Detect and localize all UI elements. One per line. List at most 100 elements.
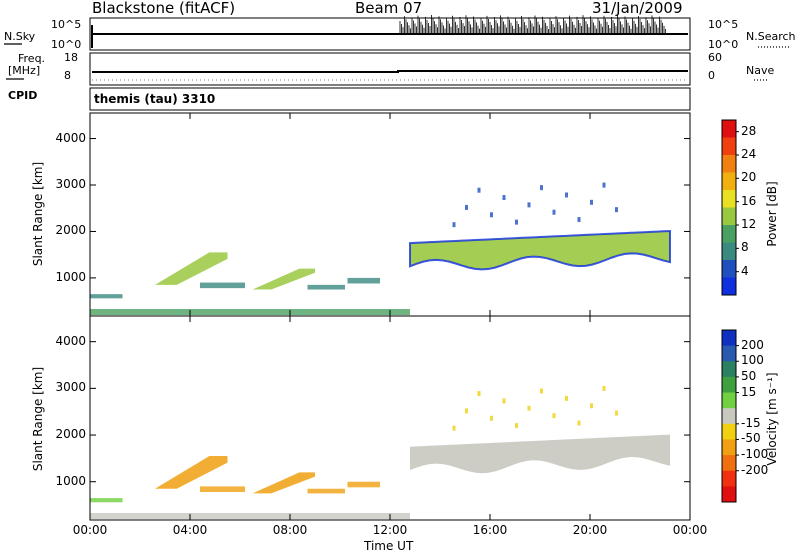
vel-colorbar-frame: [721, 329, 737, 503]
nsky-tick-top: 10^5: [51, 18, 82, 31]
vel-sparse-0: [452, 425, 456, 431]
freq-panel-frame: [89, 52, 691, 86]
vel-streak-1: [155, 456, 228, 489]
vel-colorbar-seg-1: [722, 345, 736, 362]
power-colorbar-label-5: 24: [741, 147, 757, 161]
vel-ytick-label-3: 4000: [55, 333, 86, 348]
power-sparse-13: [615, 207, 618, 213]
vel-band-main: [410, 434, 670, 474]
vel-sparse-2: [477, 391, 481, 397]
vel-colorbar-seg-10: [722, 486, 736, 503]
power-band-edge: [409, 229, 671, 271]
power-panel-frame: [89, 112, 691, 317]
vel-colorbar-label-5: -50: [741, 431, 761, 446]
power-ytick-label-1: 2000: [55, 223, 86, 238]
power-sparse-8: [552, 209, 556, 215]
vel-patch-2: [200, 486, 245, 492]
freq-unit: [MHz]: [8, 64, 41, 77]
vel-sparse-5: [515, 423, 518, 429]
power-patch-0: [90, 294, 123, 299]
power-patch-4: [307, 284, 345, 290]
vel-sparse-1: [465, 408, 468, 414]
cpid-panel-frame: [89, 87, 691, 111]
vel-colorbar-label-0: 200: [741, 337, 764, 352]
vel-patch-4: [307, 488, 345, 494]
beam-label: Beam 07: [355, 0, 423, 17]
power-colorbar-seg-2: [722, 155, 736, 173]
cpid-label: CPID: [8, 89, 38, 102]
vel-sparse-4: [502, 398, 506, 404]
power-colorbar-label-1: 8: [741, 240, 749, 255]
freq-tick-top: 18: [64, 51, 78, 64]
power-patch-2: [200, 282, 245, 289]
power-sparse-10: [577, 217, 581, 223]
xtick-label-2: 08:00: [272, 523, 308, 537]
power-patch-5: [347, 277, 380, 284]
vel-sparse-6: [527, 405, 531, 411]
vel-ytick-label-1: 2000: [55, 427, 86, 442]
date-label: 31/Jan/2009: [592, 0, 683, 17]
power-sparse-11: [590, 199, 593, 205]
nsearch-label: N.Search: [746, 30, 796, 43]
xtick-label-3: 12:00: [372, 523, 408, 537]
vel-ytick-label-0: 1000: [55, 473, 86, 488]
power-colorbar-label-6: 28: [741, 123, 757, 138]
power-colorbar-seg-4: [722, 190, 736, 208]
vel-patch-5: [347, 481, 380, 488]
nsky-label: N.Sky: [4, 30, 36, 43]
xtick-label-4: 16:00: [472, 523, 508, 537]
power-streak-1: [155, 252, 228, 285]
power-patch-6: [90, 309, 410, 316]
vel-colorbar-label-4: -15: [741, 415, 761, 430]
power-sparse-2: [477, 187, 481, 193]
vel-sparse-12: [602, 385, 606, 391]
vel-colorbar-seg-3: [722, 376, 736, 394]
vel-colorbar-seg-5: [722, 408, 736, 425]
vel-panel-frame: [89, 315, 691, 521]
cpid-value: themis (tau) 3310: [94, 92, 216, 106]
power-sparse-5: [515, 219, 518, 225]
vel-ytick-label-2: 3000: [55, 380, 86, 395]
nsky-panel-frame: [89, 17, 691, 51]
nave-label: Nave: [746, 64, 775, 77]
vel-colorbar-label-6: -100: [741, 447, 769, 462]
vel-colorbar-label-3: 15: [741, 384, 757, 399]
vel-colorbar-label-1: 100: [741, 353, 764, 368]
xtick-label-1: 04:00: [172, 523, 208, 537]
nave-tick-bottom: 0: [708, 69, 715, 82]
power-colorbar-seg-7: [722, 242, 736, 261]
power-colorbar-label-0: 4: [741, 263, 749, 278]
vel-sparse-3: [490, 415, 493, 421]
vel-colorbar-seg-9: [722, 470, 736, 487]
vel-streak-3: [252, 472, 315, 494]
vel-sparse-7: [540, 388, 543, 394]
freq-tick-bottom: 8: [64, 69, 71, 82]
nsearch-tick-top: 10^5: [708, 18, 739, 31]
power-colorbar-seg-5: [722, 207, 736, 226]
vel-sparse-11: [590, 403, 593, 409]
power-sparse-4: [502, 195, 506, 201]
power-sparse-9: [565, 192, 568, 198]
xtick-label-5: 20:00: [572, 523, 608, 537]
vel-sparse-9: [565, 395, 568, 401]
power-ytick-label-0: 1000: [55, 269, 86, 284]
freq-trace: [92, 70, 688, 73]
power-colorbar-label-4: 20: [741, 170, 757, 185]
power-sparse-1: [465, 204, 468, 210]
power-sparse-12: [602, 182, 606, 188]
power-colorbar-seg-1: [722, 137, 736, 156]
power-sparse-6: [527, 202, 531, 208]
power-colorbar-seg-8: [722, 260, 736, 278]
power-colorbar-seg-0: [722, 120, 736, 138]
xtick-label-0: 00:00: [72, 523, 108, 537]
vel-colorbar-seg-2: [722, 361, 736, 378]
vel-patch-0: [90, 498, 123, 503]
vel-sparse-8: [552, 413, 556, 419]
power-ytick-label-3: 4000: [55, 130, 86, 145]
vel-colorbar-seg-4: [722, 392, 736, 409]
vel-colorbar-seg-8: [722, 455, 736, 472]
power-streak-3: [252, 268, 315, 290]
power-colorbar-label-3: 16: [741, 193, 757, 208]
power-sparse-7: [540, 185, 543, 191]
